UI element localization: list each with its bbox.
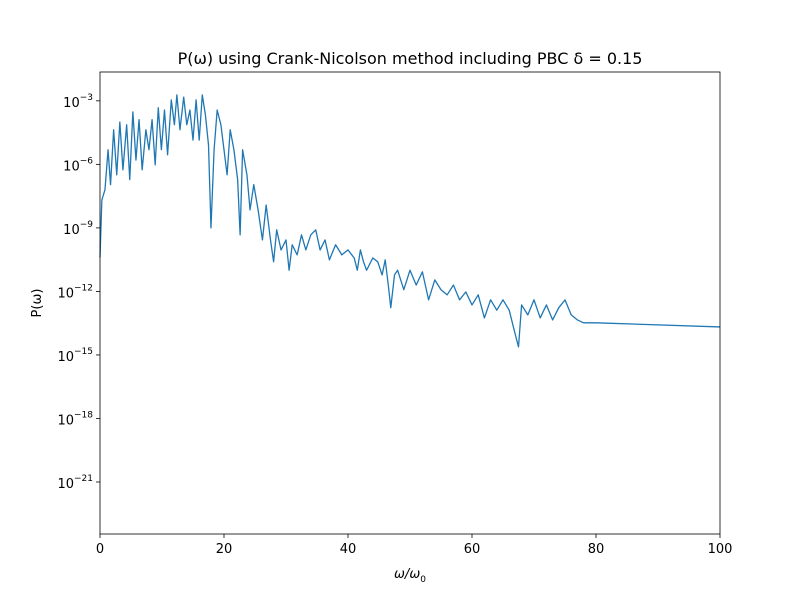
- y-tick-label: 10−12: [57, 283, 93, 301]
- y-tick-label: 10−3: [63, 93, 93, 111]
- y-tick-label-exponent: −18: [74, 410, 93, 420]
- y-tick-label-base: 10: [57, 477, 74, 492]
- x-axis-label-subscript: 0: [420, 575, 426, 585]
- data-line: [99, 94, 721, 348]
- y-axis-label: P(ω): [30, 289, 45, 318]
- y-tick-label-exponent: −21: [74, 474, 93, 484]
- y-tick-label-base: 10: [63, 96, 80, 111]
- x-tick-label: 40: [340, 542, 357, 557]
- plot-frame: [99, 71, 721, 535]
- y-tick-label-exponent: −12: [74, 283, 93, 293]
- y-tick-label: 10−9: [63, 220, 93, 238]
- y-tick-label-exponent: −9: [80, 220, 94, 230]
- chart-title: P(ω) using Crank-Nicolson method includi…: [178, 49, 643, 68]
- x-tick-label: 80: [588, 542, 605, 557]
- x-tick-label: 60: [464, 542, 481, 557]
- x-tick-label: 0: [96, 542, 104, 557]
- x-axis-label: ω/ω0: [394, 567, 426, 585]
- y-tick-label: 10−6: [63, 156, 93, 174]
- x-tick-label: 100: [708, 542, 733, 557]
- x-axis-label-text: ω/ω: [394, 567, 420, 582]
- y-tick-label-exponent: −3: [80, 93, 93, 103]
- y-tick-label-base: 10: [63, 223, 80, 238]
- y-tick-label-base: 10: [57, 413, 74, 428]
- y-tick-label: 10−21: [57, 474, 93, 492]
- y-tick-label-base: 10: [57, 286, 74, 301]
- y-tick-label: 10−18: [57, 410, 93, 428]
- y-tick-label-base: 10: [57, 350, 74, 365]
- y-tick-label-exponent: −15: [74, 347, 93, 357]
- x-tick-label: 20: [216, 542, 233, 557]
- y-tick-label-base: 10: [63, 159, 80, 174]
- y-tick-label-exponent: −6: [80, 156, 94, 166]
- y-tick-label: 10−15: [57, 347, 93, 365]
